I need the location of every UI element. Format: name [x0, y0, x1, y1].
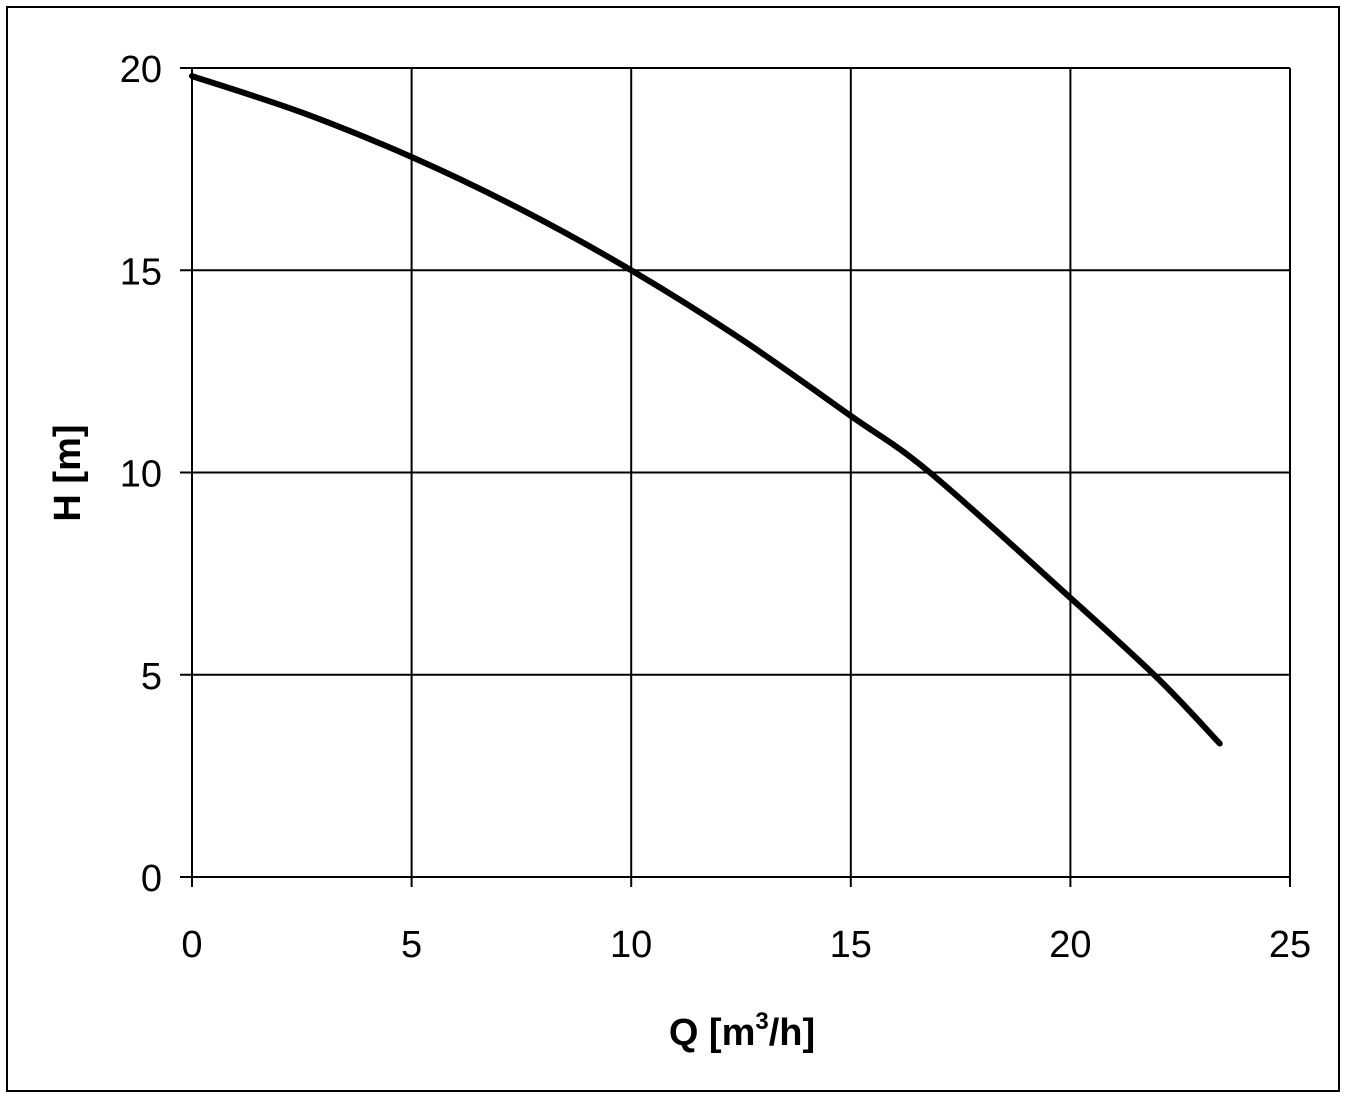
x-tick-label-4: 20: [1049, 924, 1091, 966]
y-tick-label-4: 20: [120, 49, 162, 91]
y-axis-title: H [m]: [47, 424, 89, 521]
series-line-0: [189, 73, 1223, 747]
x-axis-title: Q [m3/h]: [669, 1008, 815, 1054]
x-tick-label-3: 15: [830, 924, 872, 966]
series-layer: [189, 73, 1223, 747]
y-tick-label-1: 5: [141, 656, 162, 698]
y-tick-label-0: 0: [141, 858, 162, 900]
grid: [191, 67, 1291, 878]
x-tick-label-2: 10: [610, 924, 652, 966]
x-tick-label-1: 5: [401, 924, 422, 966]
axis-ticks: [180, 67, 1291, 887]
y-tick-label-3: 15: [120, 251, 162, 293]
tick-labels: 0 5 10 15 20 25 0 5 10 15 20: [120, 49, 1311, 966]
x-tick-label-0: 0: [181, 924, 202, 966]
y-tick-label-2: 10: [120, 454, 162, 496]
chart-frame: [6, 6, 1340, 1092]
x-tick-label-5: 25: [1269, 924, 1311, 966]
